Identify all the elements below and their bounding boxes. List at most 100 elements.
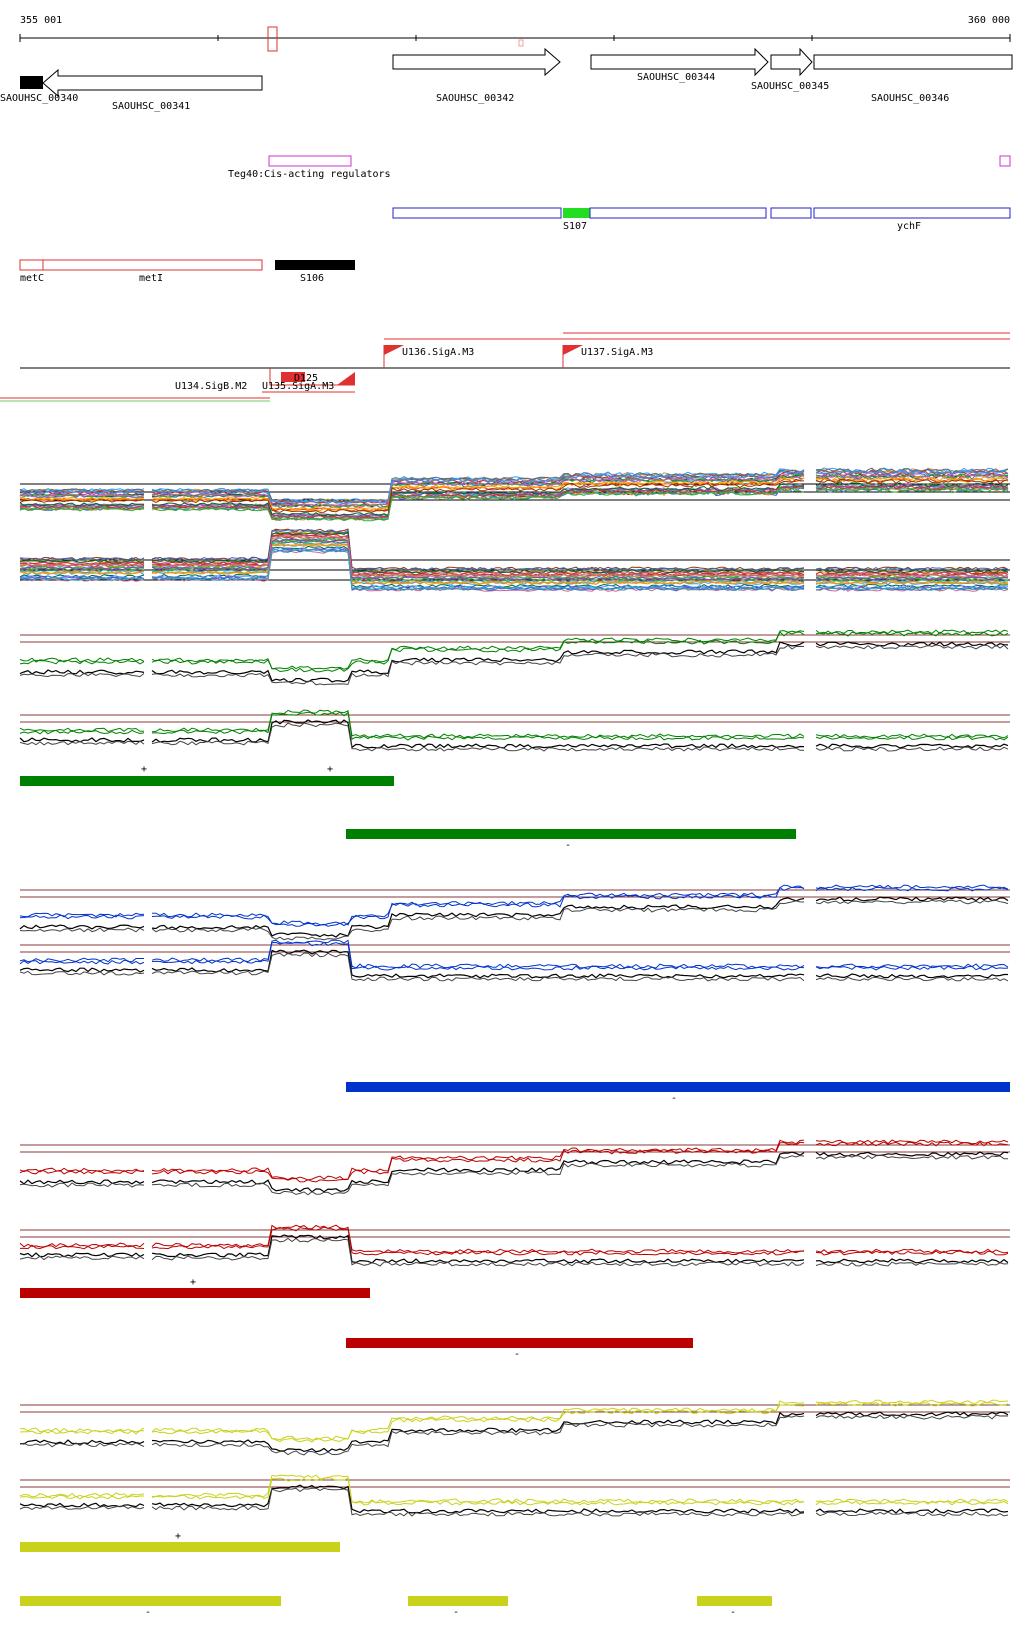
strand-plus-label: + [141,764,147,775]
feature-label-S107: S107 [563,221,587,232]
expression-trace [19,1411,1009,1453]
segment-bar-minus [346,1082,1010,1092]
expression-trace [19,481,1009,517]
ruler-end-label: 360 000 [968,15,1010,26]
gene-SAOUHSC_00340 [20,76,43,89]
expression-trace [19,722,1009,752]
strand-minus-label: - [453,1607,459,1618]
expression-trace [19,631,1009,673]
gene-label-00345: SAOUHSC_00345 [751,81,829,92]
segment-bar-minus [20,1596,281,1606]
expression-trace [19,1141,1009,1183]
condition-panel-green: + + - [19,629,1010,851]
expression-trace [19,644,1009,686]
gene-label-00346: SAOUHSC_00346 [871,93,949,104]
gene-label-00344: SAOUHSC_00344 [637,72,715,83]
feature-label-ychF: ychF [897,221,921,232]
promoter-track: U136.SigA.M3 U137.SigA.M3 D125 U134.SigB… [0,332,1010,402]
strand-minus-label: - [145,1607,151,1618]
blue-feature-track: S107 ychF [392,207,1011,232]
strand-minus-label: - [565,840,571,851]
expression-trace [19,939,1009,969]
feature-S106 [275,260,355,270]
expression-trace [19,1484,1009,1514]
expression-trace [19,1487,1009,1517]
segment-bar-minus [697,1596,772,1606]
promoter-label-U137: U137.SigA.M3 [581,347,653,358]
ruler-start-label: 355 001 [20,15,62,26]
gene-label-00341: SAOUHSC_00341 [112,101,190,112]
promoter-label-U135: U135.SigA.M3 [262,381,334,392]
expression-trace [19,1474,1009,1504]
regulator-label: Teg40:Cis-acting regulators [228,169,391,180]
expression-trace [19,467,1009,503]
expression-trace [19,531,1009,574]
promoter-label-D125: D125 [294,373,318,384]
expression-trace [19,486,1009,522]
expression-trace [19,478,1009,513]
expression-trace [19,529,1009,572]
feature-metC [19,259,44,271]
expression-trace [19,548,1009,591]
segment-bar-minus [346,1338,693,1348]
feature-D125 [281,372,305,382]
promoter-label-U136: U136.SigA.M3 [402,347,474,358]
feature-ychF [813,207,1011,219]
expression-trace [19,1401,1009,1443]
expression-trace [19,484,1009,519]
strand-plus-label: + [175,1531,181,1542]
expression-overview-panel [19,467,1010,592]
expression-trace [19,949,1008,979]
strand-minus-label: - [730,1607,736,1618]
expression-trace [19,899,1009,941]
expression-trace [19,543,1009,586]
gene-track: SAOUHSC_00340 SAOUHSC_00341 SAOUHSC_0034… [0,47,1013,112]
expression-trace [19,896,1009,938]
feature-label-metI: metI [139,273,163,284]
gene-label-00340: SAOUHSC_00340 [0,93,78,104]
gene-label-00342: SAOUHSC_00342 [436,93,514,104]
regulator-box [268,155,352,167]
feature-label-S106: S106 [300,273,324,284]
strand-plus-label: + [190,1277,196,1288]
view-marker-box [267,26,278,52]
expression-trace [19,886,1009,927]
expression-trace [19,469,1009,505]
expression-trace [19,1237,1009,1267]
gene-SAOUHSC_00342 [392,47,561,77]
condition-panel-red: + - [19,1139,1010,1360]
red-expression-traces [19,1139,1010,1267]
expression-trace [19,475,1009,511]
segment-bar-plus [20,1542,340,1552]
expression-trace [19,884,1009,926]
yellow-expression-traces [19,1399,1010,1517]
strand-plus-label: + [327,764,333,775]
segment-bar-plus [20,776,394,786]
feature-S107 [563,208,590,218]
coordinate-ruler: 355 001 360 000 [19,15,1011,52]
segment-bar-plus [20,1288,370,1298]
expression-trace [19,535,1009,578]
expression-trace [19,709,1009,739]
expression-trace [19,1226,1009,1256]
condition-panel-yellow: + - - - [19,1399,1010,1618]
expression-trace [19,719,1009,749]
expression-trace [19,952,1009,982]
gene-SAOUHSC_00346 [813,54,1013,70]
segment-bar-minus [346,829,796,839]
expression-trace [19,538,1009,581]
red-feature-track: metC metI S106 [19,259,355,284]
regulator-track: Teg40:Cis-acting regulators [228,155,1011,180]
expression-trace [19,941,1009,971]
promoter-label-U134: U134.SigB.M2 [175,381,247,392]
gene-SAOUHSC_00341 [42,68,263,98]
gene-SAOUHSC_00345 [770,47,813,77]
expression-trace [19,1154,1009,1196]
segment-bar-minus [408,1596,508,1606]
feature-label-metC: metC [20,273,44,284]
condition-panel-blue: - [19,884,1010,1104]
green-expression-traces [19,629,1010,752]
blue-expression-traces [19,884,1010,982]
strand-minus-label: - [671,1093,677,1104]
